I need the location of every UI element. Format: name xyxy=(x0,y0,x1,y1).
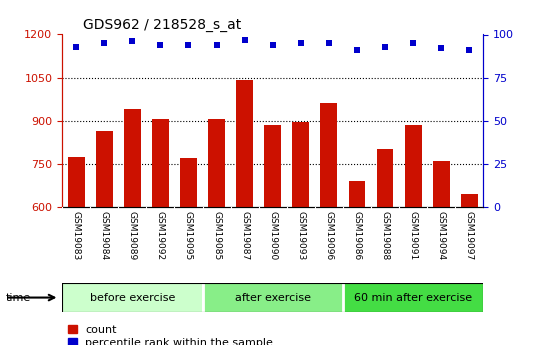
Bar xyxy=(124,109,141,345)
Point xyxy=(325,40,333,46)
Bar xyxy=(62,283,202,312)
Text: GSM19088: GSM19088 xyxy=(381,211,389,260)
Point xyxy=(240,37,249,42)
Bar xyxy=(202,283,343,312)
Text: after exercise: after exercise xyxy=(235,293,310,303)
Text: time: time xyxy=(5,293,31,303)
Point xyxy=(296,40,305,46)
Bar xyxy=(292,122,309,345)
Text: GSM19089: GSM19089 xyxy=(128,211,137,260)
Text: GSM19092: GSM19092 xyxy=(156,211,165,260)
Bar xyxy=(376,149,394,345)
Bar xyxy=(236,80,253,345)
Text: GSM19084: GSM19084 xyxy=(100,211,109,260)
Text: 60 min after exercise: 60 min after exercise xyxy=(354,293,472,303)
Point xyxy=(184,42,193,48)
Point xyxy=(268,42,277,48)
Bar xyxy=(433,161,450,345)
Point xyxy=(100,40,109,46)
Point xyxy=(381,44,389,49)
Bar xyxy=(180,158,197,345)
Bar xyxy=(348,181,366,345)
Bar xyxy=(96,131,113,345)
Text: GSM19085: GSM19085 xyxy=(212,211,221,260)
Text: GSM19090: GSM19090 xyxy=(268,211,277,260)
Point xyxy=(353,47,361,53)
Text: GSM19096: GSM19096 xyxy=(325,211,333,260)
Text: GSM19083: GSM19083 xyxy=(72,211,80,260)
Bar xyxy=(404,125,422,345)
Point xyxy=(128,39,137,44)
Point xyxy=(465,47,474,53)
Bar xyxy=(152,119,169,345)
Point xyxy=(212,42,221,48)
Text: GSM19093: GSM19093 xyxy=(296,211,305,260)
Text: GSM19086: GSM19086 xyxy=(353,211,361,260)
Bar xyxy=(264,125,281,345)
Text: before exercise: before exercise xyxy=(90,293,175,303)
Bar xyxy=(208,119,225,345)
Legend: count, percentile rank within the sample: count, percentile rank within the sample xyxy=(68,325,273,345)
Bar xyxy=(320,104,338,345)
Text: GSM19091: GSM19091 xyxy=(409,211,417,260)
Point xyxy=(437,46,445,51)
Point xyxy=(72,44,80,49)
Bar xyxy=(461,194,478,345)
Point xyxy=(409,40,417,46)
Text: GSM19095: GSM19095 xyxy=(184,211,193,260)
Point xyxy=(156,42,165,48)
Text: GSM19097: GSM19097 xyxy=(465,211,474,260)
Text: GSM19094: GSM19094 xyxy=(437,211,445,260)
Bar xyxy=(68,157,85,345)
Text: GSM19087: GSM19087 xyxy=(240,211,249,260)
Bar xyxy=(343,283,483,312)
Text: GDS962 / 218528_s_at: GDS962 / 218528_s_at xyxy=(83,18,241,32)
